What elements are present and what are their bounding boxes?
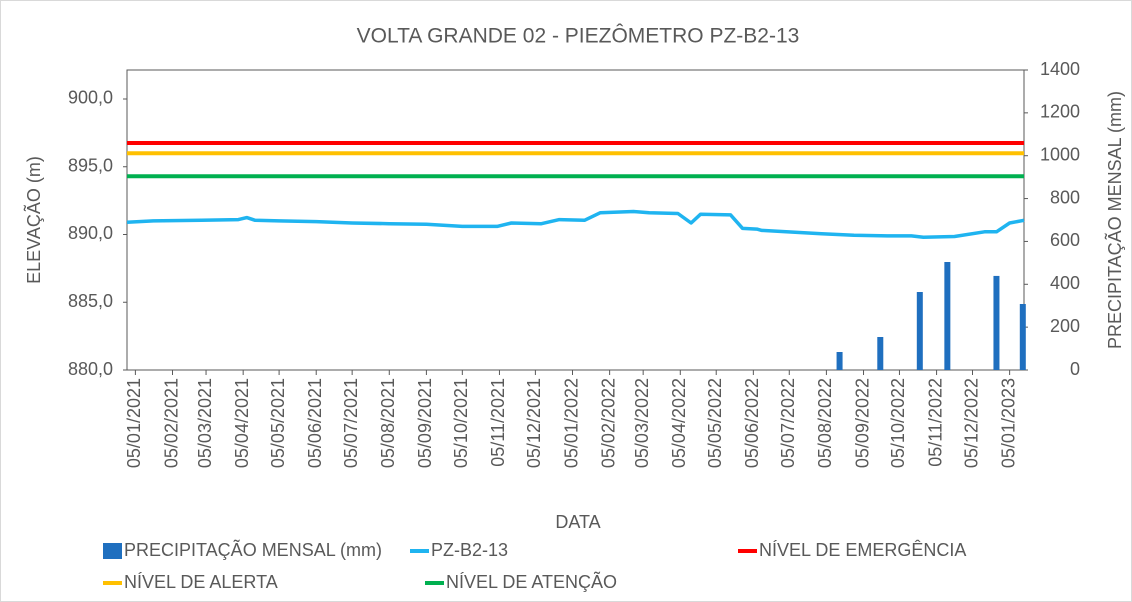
y2-tick-label: 1200 bbox=[1040, 102, 1080, 122]
precip-bar bbox=[836, 352, 843, 370]
x-tick-label: 05/04/2022 bbox=[669, 378, 689, 468]
x-tick-label: 05/04/2021 bbox=[232, 378, 252, 468]
precip-bar bbox=[944, 262, 951, 370]
y2-tick-label: 0 bbox=[1070, 359, 1080, 379]
x-tick-label: 05/02/2022 bbox=[598, 378, 618, 468]
y-tick-label: 890,0 bbox=[68, 223, 113, 243]
x-tick-label: 05/10/2022 bbox=[888, 378, 908, 468]
x-tick-label: 05/01/2022 bbox=[561, 378, 581, 468]
y-tick-label: 885,0 bbox=[68, 291, 113, 311]
precip-bar bbox=[916, 292, 923, 370]
legend-label: NÍVEL DE ALERTA bbox=[124, 572, 278, 592]
x-tick-label: 05/03/2022 bbox=[632, 378, 652, 468]
x-tick-label: 05/11/2022 bbox=[925, 378, 945, 467]
y-tick-label: 880,0 bbox=[68, 359, 113, 379]
legend-label: PRECIPITAÇÃO MENSAL (mm) bbox=[124, 539, 382, 560]
legend-label: NÍVEL DE EMERGÊNCIA bbox=[759, 540, 966, 560]
x-tick-label: 05/07/2021 bbox=[341, 378, 361, 468]
y2-tick-label: 1000 bbox=[1040, 144, 1080, 164]
x-tick-label: 05/05/2022 bbox=[705, 378, 725, 468]
x-tick-label: 05/12/2022 bbox=[961, 378, 981, 468]
legend-label: NÍVEL DE ATENÇÃO bbox=[446, 571, 617, 592]
precip-bar bbox=[993, 275, 1000, 370]
x-tick-label: 05/01/2023 bbox=[998, 378, 1018, 468]
y2-axis-label: PRECIPITAÇÃO MENSAL (mm) bbox=[1104, 91, 1125, 349]
x-tick-label: 05/10/2021 bbox=[451, 378, 471, 468]
legend-label: PZ-B2-13 bbox=[431, 540, 508, 560]
x-tick-label: 05/11/2021 bbox=[488, 378, 508, 467]
x-tick-label: 05/09/2022 bbox=[852, 378, 872, 468]
x-axis-label: DATA bbox=[555, 512, 600, 532]
piezometer-line bbox=[126, 209, 1025, 239]
y2-tick-label: 1400 bbox=[1040, 59, 1080, 79]
y-tick-label: 900,0 bbox=[68, 88, 113, 108]
x-tick-label: 05/07/2022 bbox=[778, 378, 798, 468]
legend-swatch bbox=[103, 543, 122, 559]
x-tick-label: 05/05/2021 bbox=[268, 378, 288, 468]
y2-tick-label: 800 bbox=[1050, 187, 1080, 207]
y2-tick-label: 400 bbox=[1050, 273, 1080, 293]
precip-bar bbox=[1019, 304, 1026, 370]
y-axis-label: ELEVAÇÃO (m) bbox=[23, 156, 44, 284]
x-tick-label: 05/01/2021 bbox=[124, 378, 144, 468]
chart-title: VOLTA GRANDE 02 - PIEZÔMETRO PZ-B2-13 bbox=[357, 25, 800, 48]
x-tick-label: 05/06/2022 bbox=[742, 378, 762, 468]
plot-area bbox=[126, 69, 1025, 371]
x-tick-label: 05/08/2022 bbox=[815, 378, 835, 468]
precip-bar bbox=[877, 337, 884, 370]
y2-tick-label: 200 bbox=[1050, 316, 1080, 336]
x-tick-label: 05/09/2021 bbox=[415, 378, 435, 468]
x-tick-label: 05/08/2021 bbox=[378, 378, 398, 468]
x-tick-label: 05/02/2021 bbox=[161, 378, 181, 468]
x-tick-label: 05/06/2021 bbox=[305, 378, 325, 468]
y2-tick-label: 600 bbox=[1050, 230, 1080, 250]
x-tick-label: 05/12/2021 bbox=[524, 378, 544, 468]
x-tick-label: 05/03/2021 bbox=[195, 378, 215, 468]
y-tick-label: 895,0 bbox=[68, 155, 113, 175]
